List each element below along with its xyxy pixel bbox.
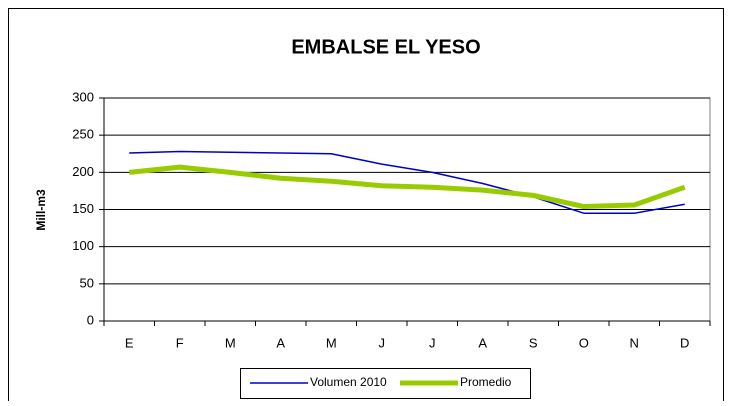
x-tick-label: A (478, 335, 487, 350)
x-tick-label: M (326, 335, 337, 350)
x-tick-label: J (379, 335, 386, 350)
y-tick-label: 200 (72, 164, 94, 179)
y-tick-label: 0 (87, 312, 94, 327)
y-tick-label: 300 (72, 89, 94, 104)
y-axis-label: Mill-m3 (34, 189, 48, 231)
x-tick-label: S (529, 335, 538, 350)
x-tick-label: E (125, 335, 134, 350)
y-tick-label: 50 (80, 275, 94, 290)
chart-title: EMBALSE EL YESO (291, 36, 480, 58)
series-line (128, 164, 686, 210)
y-tick-label: 100 (72, 238, 94, 253)
legend-label: Promedio (460, 375, 512, 389)
x-tick-label: N (630, 335, 639, 350)
legend-label: Volumen 2010 (310, 375, 387, 389)
x-tick-label: M (225, 335, 236, 350)
x-tick-label: F (176, 335, 184, 350)
x-tick-label: J (429, 335, 436, 350)
x-tick-label: D (680, 335, 689, 350)
x-tick-label: A (276, 335, 285, 350)
series-line (129, 150, 685, 214)
x-tick-label: O (579, 335, 589, 350)
y-tick-label: 250 (72, 127, 94, 142)
y-tick-label: 150 (72, 201, 94, 216)
